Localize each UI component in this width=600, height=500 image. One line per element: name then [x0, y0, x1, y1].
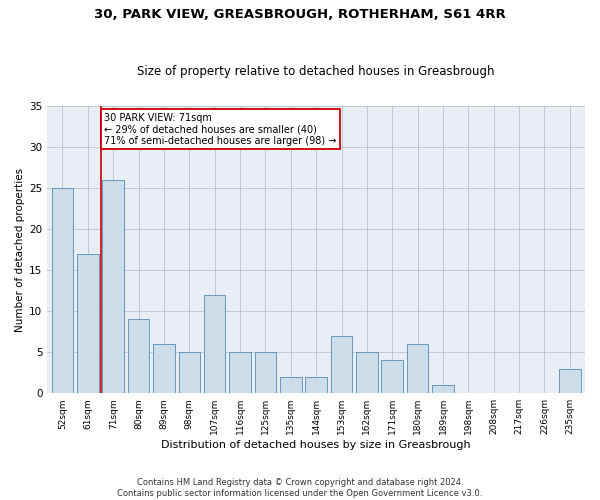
Bar [559, 368, 581, 393]
X-axis label: Distribution of detached houses by size in Greasbrough: Distribution of detached houses by size … [161, 440, 471, 450]
Bar [382, 360, 403, 393]
Bar [153, 344, 175, 393]
Bar [52, 188, 73, 393]
Bar [204, 295, 226, 393]
Bar [179, 352, 200, 393]
Bar [280, 377, 302, 393]
Bar [128, 320, 149, 393]
Y-axis label: Number of detached properties: Number of detached properties [15, 168, 25, 332]
Bar [77, 254, 98, 393]
Bar [432, 385, 454, 393]
Bar [356, 352, 377, 393]
Title: Size of property relative to detached houses in Greasbrough: Size of property relative to detached ho… [137, 66, 495, 78]
Text: 30 PARK VIEW: 71sqm
← 29% of detached houses are smaller (40)
71% of semi-detach: 30 PARK VIEW: 71sqm ← 29% of detached ho… [104, 112, 337, 146]
Bar [407, 344, 428, 393]
Bar [229, 352, 251, 393]
Bar [331, 336, 352, 393]
Text: Contains HM Land Registry data © Crown copyright and database right 2024.
Contai: Contains HM Land Registry data © Crown c… [118, 478, 482, 498]
Bar [254, 352, 276, 393]
Bar [305, 377, 327, 393]
Bar [103, 180, 124, 393]
Text: 30, PARK VIEW, GREASBROUGH, ROTHERHAM, S61 4RR: 30, PARK VIEW, GREASBROUGH, ROTHERHAM, S… [94, 8, 506, 20]
